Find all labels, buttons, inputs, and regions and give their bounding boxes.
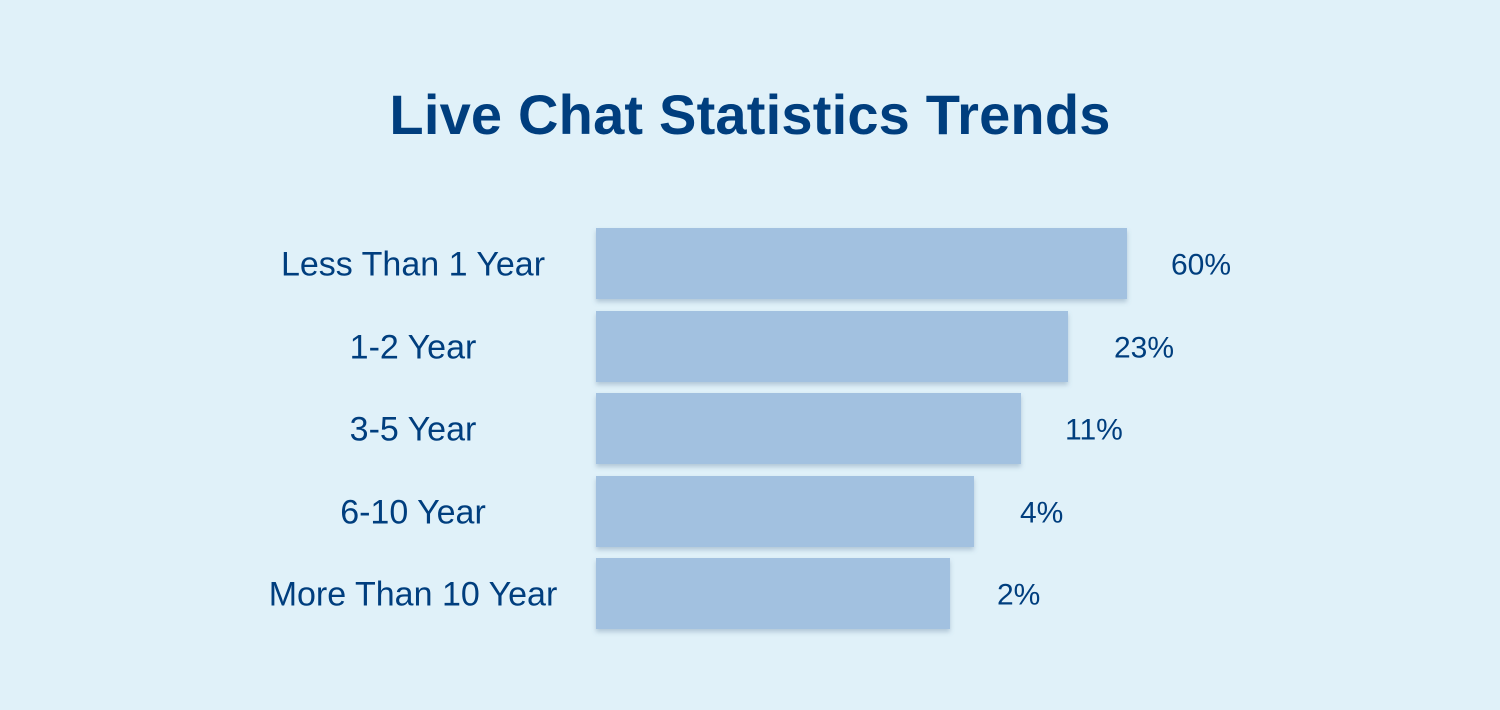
category-label-0: Less Than 1 Year — [281, 246, 545, 284]
bars-layer: Less Than 1 Year 60% 1-2 Year 23% 3-5 Year 11… — [269, 228, 1231, 629]
value-label-3: 4% — [1020, 497, 1063, 530]
category-label-1: 1-2 Year — [350, 329, 477, 367]
value-label-2: 11% — [1065, 414, 1123, 447]
category-label-2: 3-5 Year — [350, 411, 477, 449]
bar-3 — [596, 476, 974, 547]
value-label-4: 2% — [997, 579, 1040, 612]
value-label-0: 60% — [1171, 249, 1231, 282]
bar-1 — [596, 311, 1068, 382]
bar-4 — [596, 558, 950, 629]
value-label-1: 23% — [1114, 332, 1174, 365]
category-label-3: 6-10 Year — [340, 494, 486, 532]
category-label-4: More Than 10 Year — [269, 576, 558, 614]
chart-title: Live Chat Statistics Trends — [389, 83, 1111, 146]
bar-0 — [596, 228, 1127, 299]
bar-2 — [596, 393, 1021, 464]
